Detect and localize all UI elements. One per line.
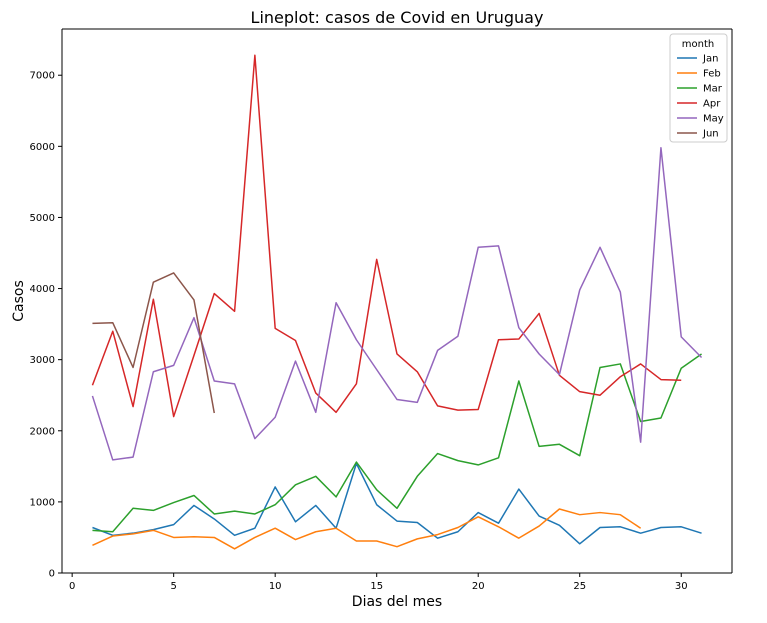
series-line-feb — [92, 508, 642, 550]
y-tick-label: 0 — [49, 569, 55, 580]
x-tick-label: 10 — [269, 581, 282, 592]
series-line-mar — [92, 353, 702, 533]
legend-label-jan: Jan — [702, 54, 718, 65]
x-axis-label: Dias del mes — [352, 594, 442, 610]
legend-title: month — [682, 39, 714, 50]
y-tick-label: 7000 — [30, 71, 55, 82]
plot-area — [62, 29, 732, 573]
x-tick-label: 15 — [370, 581, 383, 592]
legend-box — [669, 33, 728, 143]
legend-label-may: May — [703, 114, 724, 125]
legend-label-mar: Mar — [703, 84, 723, 95]
series-line-apr — [91, 54, 682, 418]
y-tick-label: 5000 — [30, 213, 55, 224]
y-axis-ticks: 0 1000 2000 3000 4000 5000 6000 7000 — [30, 71, 62, 580]
chart-title: Lineplot: casos de Covid en Uruguay — [251, 8, 544, 27]
legend-label-jun: Jun — [702, 129, 719, 140]
series-layer — [91, 54, 703, 550]
legend-label-feb: Feb — [703, 69, 721, 80]
x-tick-label: 20 — [472, 581, 485, 592]
x-tick-label: 0 — [69, 581, 75, 592]
legend: month Jan Feb Mar Apr May Jun — [669, 33, 728, 143]
legend-label-apr: Apr — [703, 99, 721, 110]
y-tick-label: 3000 — [30, 355, 55, 366]
y-tick-label: 4000 — [30, 284, 55, 295]
x-tick-label: 25 — [573, 581, 586, 592]
y-tick-label: 1000 — [30, 497, 55, 508]
y-axis-label: Casos — [11, 280, 27, 322]
y-tick-label: 2000 — [30, 426, 55, 437]
legend-items: Jan Feb Mar Apr May Jun — [677, 54, 724, 140]
series-line-jan — [92, 462, 702, 545]
x-axis-ticks: 0 5 10 15 20 25 30 — [69, 573, 688, 592]
y-tick-label: 6000 — [30, 142, 55, 153]
series-line-jun — [92, 272, 216, 414]
series-line-may — [91, 147, 703, 461]
x-tick-label: 5 — [170, 581, 176, 592]
x-tick-label: 30 — [675, 581, 688, 592]
axes-frame — [61, 28, 733, 574]
